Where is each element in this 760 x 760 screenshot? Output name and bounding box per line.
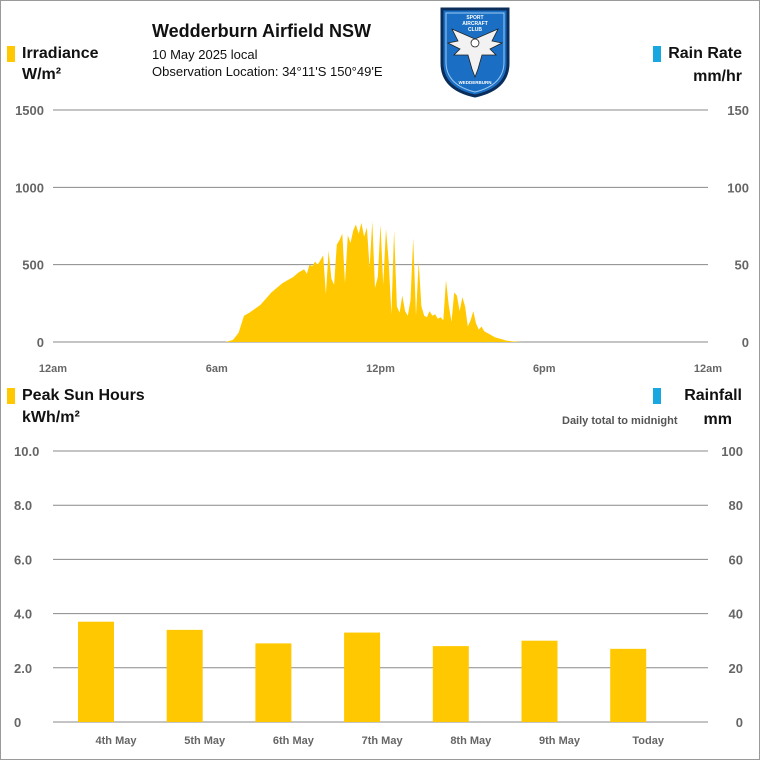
time-tick-label: 12am (694, 363, 722, 375)
day-label: Today (632, 735, 664, 747)
time-tick-label: 12pm (366, 363, 395, 375)
rainfall-tick-label: 100 (721, 444, 743, 459)
rainfall-title: Rainfall (684, 387, 742, 404)
sun-hours-tick-label: 2.0 (14, 661, 32, 676)
rainfall-tick-label: 60 (729, 552, 743, 567)
time-tick-label: 12am (39, 363, 67, 375)
location-label: Observation Location: 34°11'S 150°49'E (152, 64, 383, 79)
rainfall-tick-label: 20 (729, 661, 743, 676)
irradiance-legend-swatch (7, 46, 15, 62)
time-tick-label: 6am (206, 363, 228, 375)
rainfall-tick-label: 80 (729, 498, 743, 513)
rain-rate-tick-label: 100 (727, 180, 749, 195)
day-label: 5th May (184, 735, 226, 747)
irradiance-tick-label: 1000 (15, 180, 44, 195)
irradiance-unit: W/m² (22, 66, 62, 83)
rainfall-tick-label: 40 (729, 607, 743, 622)
club-logo: SPORT AIRCRAFT CLUB WEDDERBURN (440, 7, 510, 98)
sun-hours-bar (166, 629, 203, 722)
day-label: 7th May (362, 735, 404, 747)
date-label: 10 May 2025 local (152, 47, 258, 62)
sun-hours-bar (255, 643, 292, 722)
sun-hours-bar (521, 640, 558, 722)
irradiance-tick-label: 0 (37, 335, 44, 350)
day-label: 9th May (539, 735, 581, 747)
rainfall-tick-label: 0 (736, 715, 743, 730)
irradiance-tick-label: 500 (22, 258, 44, 273)
day-label: 8th May (450, 735, 492, 747)
logo-text-sport: SPORT (466, 15, 483, 21)
sun-hours-bar (344, 632, 381, 722)
irradiance-title: Irradiance (22, 45, 99, 62)
day-label: 4th May (96, 735, 138, 747)
sun-hours-bar (78, 621, 114, 722)
rain-rate-title: Rain Rate (668, 45, 742, 62)
logo-text-club: CLUB (468, 27, 482, 33)
rain-rate-tick-label: 150 (727, 103, 749, 118)
rainfall-legend-swatch (653, 388, 661, 404)
rain-rate-tick-label: 50 (735, 258, 749, 273)
peak-sun-hours-legend-swatch (7, 388, 15, 404)
sun-hours-bar (610, 648, 647, 722)
irradiance-area (224, 221, 534, 342)
logo-text-aircraft: AIRCRAFT (462, 21, 488, 27)
station-title: Wedderburn Airfield NSW (152, 21, 372, 41)
time-tick-label: 6pm (533, 363, 556, 375)
rain-rate-unit: mm/hr (693, 68, 742, 85)
rain-rate-tick-label: 0 (742, 335, 749, 350)
sun-hours-tick-label: 4.0 (14, 607, 32, 622)
rain-rate-legend-swatch (653, 46, 661, 62)
peak-sun-hours-title: Peak Sun Hours (22, 387, 145, 404)
sun-hours-bar (432, 646, 469, 722)
sun-hours-tick-label: 0 (14, 715, 21, 730)
sun-hours-tick-label: 10.0 (14, 444, 39, 459)
logo-text-wedderburn: WEDDERBURN (459, 80, 492, 85)
peak-sun-hours-unit: kWh/m² (22, 409, 80, 426)
sun-hours-tick-label: 8.0 (14, 498, 32, 513)
day-label: 6th May (273, 735, 315, 747)
rainfall-unit: mm (703, 411, 732, 428)
sun-hours-tick-label: 6.0 (14, 552, 32, 567)
daily-total-note: Daily total to midnight (562, 415, 678, 427)
irradiance-tick-label: 1500 (15, 103, 44, 118)
